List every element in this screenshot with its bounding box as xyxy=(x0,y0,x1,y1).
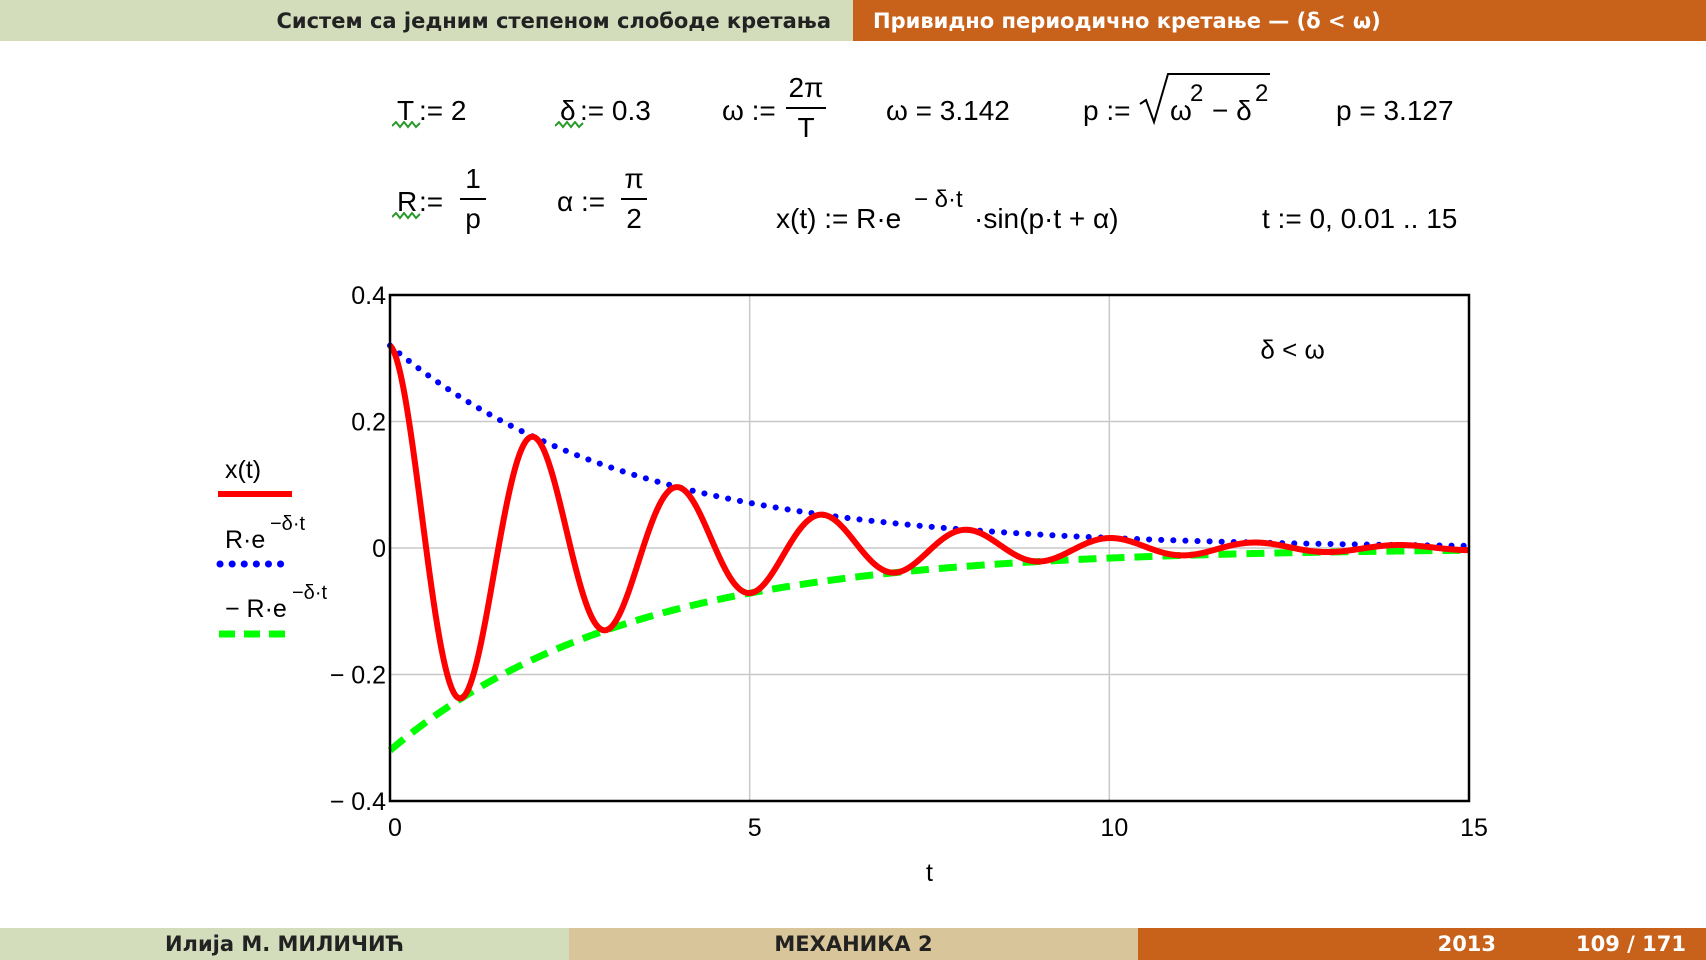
formula-omega-lhs: ω := xyxy=(722,95,776,126)
formula-p-exponent: 2 xyxy=(1255,80,1269,107)
header-section-title[interactable]: Систем са једним степеном слободе кретањ… xyxy=(0,0,853,41)
y-tick-label: − 0.2 xyxy=(330,662,386,690)
formula-delta-var: δ xyxy=(560,95,576,126)
legend-swatch-neg-envelope xyxy=(219,630,294,638)
fraction-denominator: T xyxy=(797,112,815,143)
footer-meta: 2013 109 / 171 xyxy=(1138,928,1706,960)
formula-omega-value: ω = 3.142 xyxy=(886,95,1010,126)
legend-label-neg-envelope: − R·e xyxy=(225,595,287,623)
x-axis-label: t xyxy=(926,859,933,887)
formula-p-lhs: p := xyxy=(1083,95,1131,126)
formula-T-var: T xyxy=(397,95,415,126)
legend-label-envelope: R·e xyxy=(225,526,266,554)
series-x xyxy=(387,343,1472,702)
formula-p-value: p = 3.127 xyxy=(1336,95,1454,126)
y-tick-label: 0.4 xyxy=(351,282,386,310)
formula-x-def-a: x(t) := R·e xyxy=(776,203,902,234)
fraction-denominator: 2 xyxy=(626,203,642,234)
squiggle-underline xyxy=(555,121,584,129)
x-tick-label: 10 xyxy=(1100,814,1128,842)
x-tick-label: 15 xyxy=(1460,814,1488,842)
footer-course[interactable]: МЕХАНИКА 2 xyxy=(569,928,1138,960)
formula-R-var: R xyxy=(397,186,418,217)
formula-R-lhs: := xyxy=(419,186,444,217)
footer-page-number[interactable]: 109 / 171 xyxy=(1576,932,1686,956)
fraction-denominator: p xyxy=(465,203,481,234)
formula-alpha-fraction: π 2 xyxy=(621,165,647,233)
header-subsection-title[interactable]: Привидно периодично кретање — (δ < ω) xyxy=(853,0,1706,41)
legend-label-envelope-exp: −δ·t xyxy=(270,513,306,535)
formula-R-fraction: 1 p xyxy=(460,165,486,233)
series-envelope xyxy=(387,342,1472,549)
footer-author[interactable]: Илија М. МИЛИЧИЋ xyxy=(0,928,569,960)
formula-T-def: := 2 xyxy=(419,95,467,126)
x-tick-label: 5 xyxy=(748,814,762,842)
fraction-numerator: π xyxy=(624,163,644,194)
fraction-numerator: 1 xyxy=(465,163,481,194)
x-tick-label: 0 xyxy=(388,814,402,842)
chart-annotation: δ < ω xyxy=(1260,334,1324,364)
slide-header: Систем са једним степеном слободе кретањ… xyxy=(0,0,1706,41)
formula-x-def-b: ·sin(p·t + α) xyxy=(974,203,1119,234)
legend-label-neg-envelope-exp: −δ·t xyxy=(292,582,328,604)
legend-label-x: x(t) xyxy=(225,456,262,484)
formula-p-exponent: 2 xyxy=(1190,80,1204,107)
y-tick-label: − 0.4 xyxy=(330,788,386,816)
chart-tick-labels: 0 5 10 15 0.4 0.2 0 − 0.2 − 0.4 xyxy=(330,282,1488,842)
legend-swatch-envelope xyxy=(216,560,296,568)
y-tick-label: 0 xyxy=(372,535,386,563)
formula-p-radicand-a: ω xyxy=(1170,95,1192,126)
legend-swatch-x xyxy=(218,491,292,497)
squiggle-underline xyxy=(392,212,421,220)
series-neg-envelope xyxy=(387,546,1470,754)
y-tick-label: 0.2 xyxy=(351,409,386,437)
formula-p-radicand-b: − δ xyxy=(1212,95,1252,126)
slide-footer: Илија М. МИЛИЧИЋ МЕХАНИКА 2 2013 109 / 1… xyxy=(0,928,1706,960)
fraction-numerator: 2π xyxy=(788,72,824,103)
squiggle-underline xyxy=(392,121,421,129)
sqrt-radical-icon xyxy=(1139,73,1270,126)
formula-alpha-lhs: α := xyxy=(557,186,606,217)
formula-omega-fraction: 2π T xyxy=(786,74,826,142)
formula-delta-def: := 0.3 xyxy=(580,95,651,126)
formula-x-def-exponent: − δ·t xyxy=(914,186,963,213)
footer-year: 2013 xyxy=(1437,932,1497,956)
formula-t-range: t := 0, 0.01 .. 15 xyxy=(1262,203,1458,234)
chart-frame xyxy=(388,293,1471,803)
